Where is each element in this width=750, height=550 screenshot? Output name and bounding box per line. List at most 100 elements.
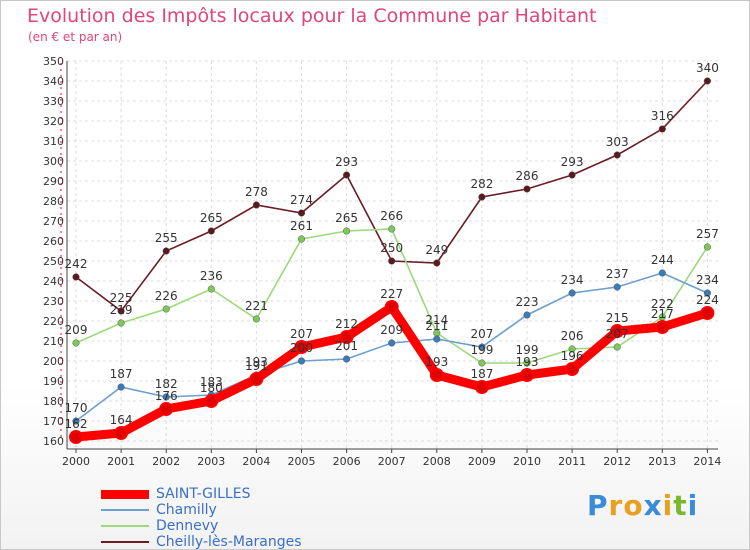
data-label: 196 (561, 349, 584, 363)
data-label: 193 (245, 355, 268, 369)
y-tick-label: 200 (43, 355, 64, 368)
y-tick-label: 210 (43, 335, 64, 348)
y-tick-label: 320 (43, 115, 64, 128)
data-label: 257 (696, 227, 719, 241)
data-label: 206 (561, 329, 584, 343)
logo-letter: t (673, 489, 688, 522)
data-label: 223 (516, 295, 539, 309)
x-tick-label: 2005 (288, 455, 316, 468)
legend-item: Cheilly-lès-Maranges (101, 534, 341, 550)
x-tick-label: 2000 (62, 455, 90, 468)
y-tick-label: 160 (43, 435, 64, 448)
data-label: 164 (110, 413, 133, 427)
data-point (478, 359, 486, 367)
data-label: 193 (425, 355, 448, 369)
y-tick-label: 190 (43, 375, 64, 388)
data-point (703, 77, 711, 85)
x-tick-label: 2011 (558, 455, 586, 468)
data-point (297, 209, 306, 217)
x-tick-label: 2008 (423, 455, 451, 468)
data-point (249, 372, 264, 386)
data-point (162, 393, 170, 401)
data-point (703, 289, 711, 297)
x-tick-label: 2014 (693, 455, 721, 468)
legend-label: Cheilly-lès-Maranges (156, 534, 302, 550)
data-label: 209 (65, 323, 88, 337)
data-label: 191 (245, 359, 268, 373)
data-point (613, 343, 621, 351)
x-tick-label: 2012 (603, 455, 631, 468)
data-point (474, 380, 489, 394)
x-tick-label: 2010 (513, 455, 541, 468)
data-point (117, 383, 125, 391)
data-label: 274 (290, 193, 313, 207)
data-point (343, 227, 351, 235)
data-label: 187 (110, 367, 133, 381)
data-label: 225 (110, 291, 133, 305)
y-tick-label: 330 (43, 95, 64, 108)
data-point (523, 185, 531, 193)
data-point (388, 257, 396, 265)
data-point (433, 259, 441, 267)
data-label: 207 (290, 327, 313, 341)
data-point (478, 343, 486, 351)
y-tick-label: 280 (43, 195, 64, 208)
data-label: 211 (425, 319, 448, 333)
x-tick-label: 2009 (468, 455, 496, 468)
x-tick-label: 2001 (107, 455, 135, 468)
chart-legend: SAINT-GILLES Chamilly Dennevy Cheilly-lès-M… (101, 486, 341, 550)
data-point (523, 311, 531, 319)
data-point (610, 324, 625, 338)
data-point (294, 340, 309, 354)
data-label: 249 (425, 243, 448, 257)
data-label: 199 (470, 343, 493, 357)
y-tick-label: 270 (43, 215, 64, 228)
data-label: 224 (696, 293, 719, 307)
data-label: 242 (65, 257, 88, 271)
data-point (700, 306, 715, 320)
data-point (388, 225, 396, 233)
data-label: 207 (606, 327, 629, 341)
data-label: 187 (470, 367, 493, 381)
legend-swatch (101, 541, 149, 543)
logo-letter: i (687, 489, 699, 522)
data-label: 316 (651, 109, 674, 123)
data-label: 250 (380, 241, 403, 255)
x-tick-label: 2003 (197, 455, 225, 468)
data-point (568, 345, 576, 353)
data-label: 182 (155, 377, 178, 391)
data-point (343, 355, 351, 363)
y-tick-label: 340 (43, 75, 64, 88)
chart-title: Evolution des Impôts locaux pour la Comm… (27, 5, 597, 27)
data-label: 236 (200, 269, 223, 283)
data-point (162, 247, 170, 255)
x-tick-label: 2004 (242, 455, 270, 468)
data-point (478, 193, 486, 201)
data-point (568, 289, 576, 297)
y-tick-label: 300 (43, 155, 64, 168)
data-label: 209 (380, 323, 403, 337)
data-label: 227 (380, 287, 403, 301)
y-tick-label: 290 (43, 175, 64, 188)
y-tick-label: 170 (43, 415, 64, 428)
data-point (655, 320, 670, 334)
data-label: 219 (110, 303, 133, 317)
data-label: 265 (335, 211, 358, 225)
data-label: 261 (290, 219, 313, 233)
y-tick-label: 250 (43, 255, 64, 268)
data-point (204, 394, 219, 408)
data-point (252, 315, 260, 323)
data-point (72, 273, 80, 281)
data-label: 193 (516, 355, 539, 369)
data-label: 199 (516, 343, 539, 357)
data-label: 293 (561, 155, 584, 169)
legend-swatch (101, 525, 149, 527)
data-point (114, 426, 129, 440)
data-label: 266 (380, 209, 403, 223)
data-label: 278 (245, 185, 268, 199)
data-point (207, 285, 215, 293)
data-label: 265 (200, 211, 223, 225)
x-tick-label: 2002 (152, 455, 180, 468)
data-point (159, 402, 174, 416)
